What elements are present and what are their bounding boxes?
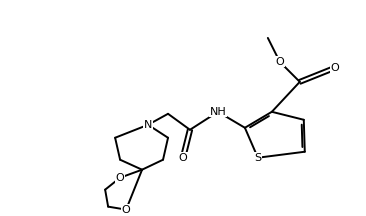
- Text: S: S: [254, 153, 261, 163]
- Text: NH: NH: [210, 107, 226, 117]
- Text: O: O: [179, 153, 187, 163]
- Text: O: O: [116, 173, 124, 183]
- Text: O: O: [122, 205, 130, 215]
- Text: O: O: [330, 63, 339, 73]
- Text: O: O: [276, 57, 284, 67]
- Text: N: N: [144, 120, 152, 130]
